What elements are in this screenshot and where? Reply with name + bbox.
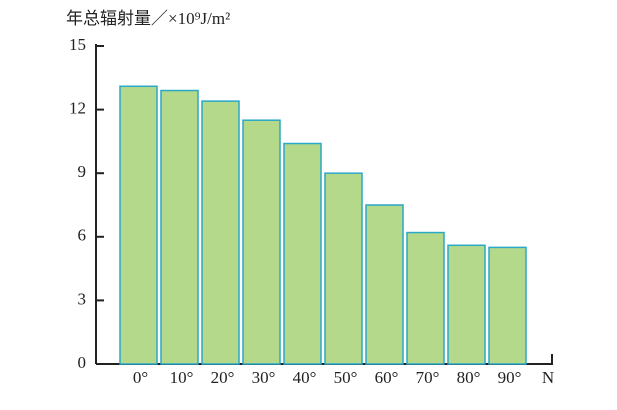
bar xyxy=(447,244,486,365)
x-tick-label: 90° xyxy=(498,368,522,387)
chart-title: 年总辐射量／×10⁹J/m² xyxy=(66,9,230,28)
x-tick-label: 70° xyxy=(416,368,440,387)
y-tick-label: 3 xyxy=(78,289,87,308)
bar xyxy=(242,119,281,365)
bar xyxy=(160,89,199,365)
bar xyxy=(201,100,240,365)
bar xyxy=(406,231,445,365)
bar xyxy=(365,204,404,365)
y-tick-label: 15 xyxy=(69,35,86,54)
y-tick-label: 6 xyxy=(78,226,87,245)
y-tick-label: 0 xyxy=(78,353,87,372)
x-tick-label: 40° xyxy=(293,368,317,387)
bar xyxy=(324,172,363,365)
bar xyxy=(488,246,527,365)
x-tick-label: 0° xyxy=(133,368,148,387)
bar xyxy=(283,142,322,365)
x-axis-label: N xyxy=(542,368,554,387)
x-tick-label: 60° xyxy=(375,368,399,387)
x-tick-label: 20° xyxy=(211,368,235,387)
x-tick-label: 30° xyxy=(252,368,276,387)
y-tick-label: 12 xyxy=(69,99,86,118)
x-tick-label: 50° xyxy=(334,368,358,387)
x-tick-label: 10° xyxy=(170,368,194,387)
x-tick-label: 80° xyxy=(457,368,481,387)
bar xyxy=(119,85,158,365)
y-tick-label: 9 xyxy=(78,162,87,181)
